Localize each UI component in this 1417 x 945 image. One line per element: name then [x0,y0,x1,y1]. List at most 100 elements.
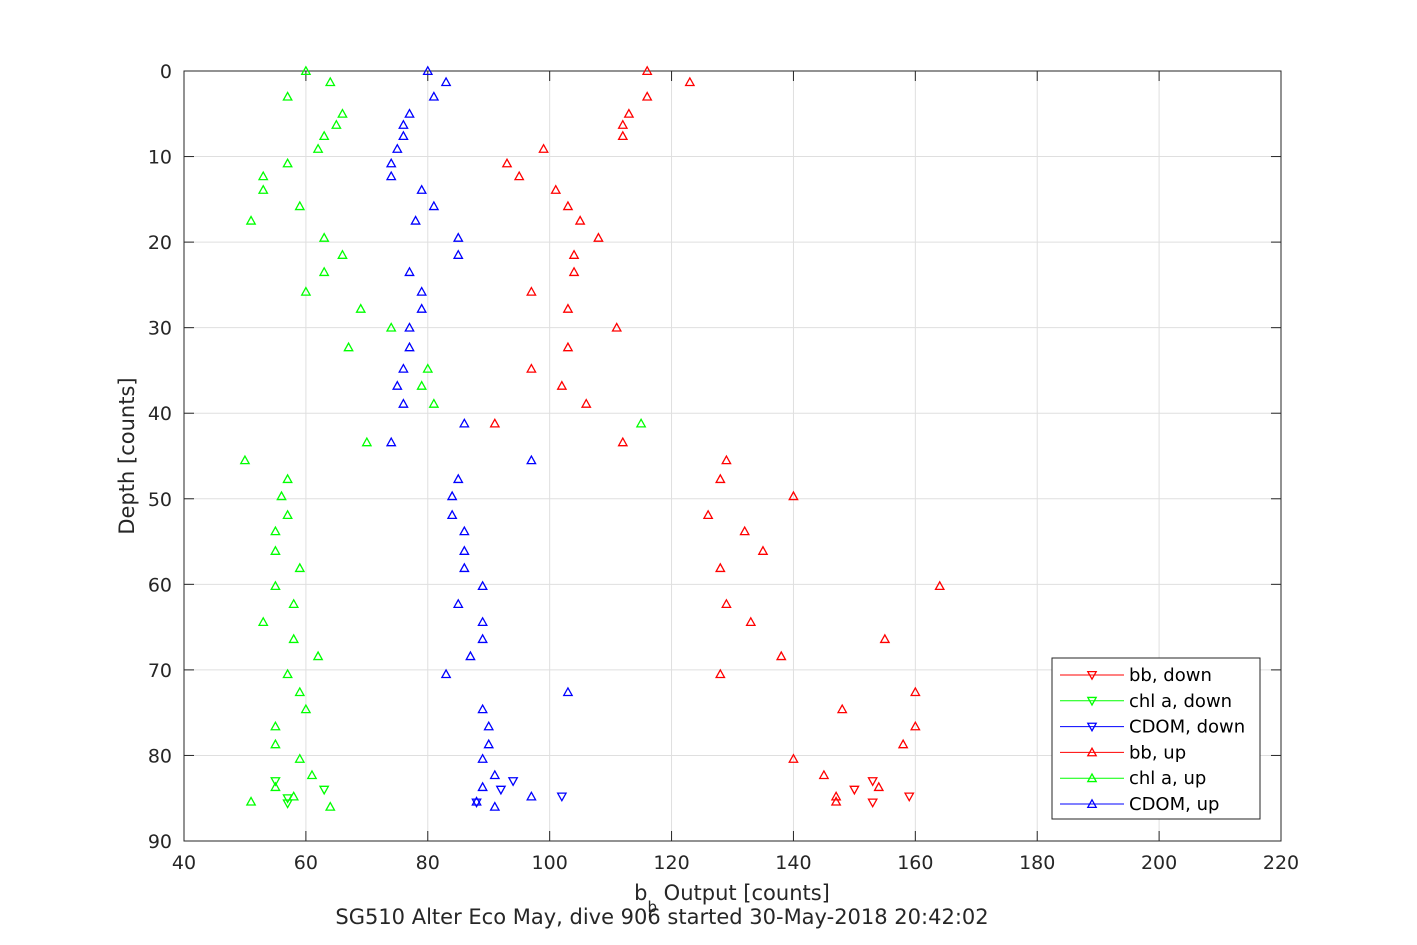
marker-chl-a-up [288,633,300,644]
legend-box [1051,657,1261,820]
x-axis-label-b: b [634,881,647,905]
marker-chl-a-up [270,525,281,536]
x-axis-label: bb Output [counts] [634,881,830,916]
marker-chl-a-up [324,76,336,87]
marker-bb-down [867,798,878,809]
marker-cdom-up [404,322,415,332]
marker-cdom-up [404,266,415,277]
marker-cdom-up [452,473,464,484]
marker-bb-up [830,790,842,801]
marker-cdom-up [452,232,464,242]
marker-bb-up [562,341,574,352]
marker-bb-up [757,545,769,555]
marker-cdom-up [477,580,488,591]
marker-cdom-up [428,91,440,101]
marker-cdom-up [440,76,452,87]
figure-caption: SG510 Alter Eco May, dive 906 started 30… [335,905,988,929]
marker-chl-a-up [343,341,354,352]
marker-bb-up [617,130,629,141]
marker-chl-a-up [300,286,312,296]
marker-chl-a-up [428,398,440,408]
marker-cdom-up [404,108,415,118]
marker-chl-a-up [300,703,312,714]
legend-label-bb-down: bb, down [1129,665,1212,686]
y-axis-label: Depth [counts] [115,377,139,534]
marker-cdom-up [428,200,440,211]
legend-label-cdom-up: CDOM, up [1129,794,1219,815]
marker-bb-down [903,792,915,803]
marker-chl-a-up [257,170,269,181]
marker-bb-up [489,417,501,428]
marker-cdom-up [440,668,452,679]
legend: bb, down chl a, down CDOM, down bb, up chl a… [1051,657,1261,820]
marker-chl-a-up [337,249,348,259]
marker-cdom-up [385,436,397,447]
marker-bb-up [611,322,623,332]
legend-marker-bb-up [1086,746,1098,757]
marker-cdom-up [489,769,501,780]
marker-bb-up [568,266,580,277]
marker-bb-up [593,232,604,242]
marker-chl-a-up [282,473,293,484]
marker-bb-up [788,490,799,501]
marker-bb-up [715,473,726,484]
marker-bb-up [684,76,696,87]
marker-chl-a-up [239,454,251,465]
marker-cdom-up [477,703,488,714]
marker-cdom-down [556,792,568,803]
marker-bb-up [715,562,726,573]
marker-bb-up [715,668,726,679]
marker-chl-a-up [385,322,397,332]
marker-chl-a-up [355,303,367,313]
marker-bb-up [526,286,537,296]
data-markers [239,65,946,811]
marker-cdom-up [459,417,470,428]
marker-chl-a-up [270,738,281,749]
marker-bb-up [623,108,635,118]
marker-cdom-up [392,380,403,390]
marker-cdom-up [477,616,488,626]
marker-cdom-up [404,341,415,352]
marker-cdom-down [495,785,507,796]
marker-bb-up [641,91,653,101]
marker-cdom-up [459,562,470,573]
marker-cdom-up [477,781,488,792]
marker-cdom-up [471,796,482,806]
marker-bb-up [617,119,629,129]
marker-chl-a-up [257,184,269,194]
marker-bb-up [580,398,592,408]
y-tick-label: 80 [148,745,172,767]
marker-cdom-up [398,130,409,141]
marker-cdom-up [385,170,397,181]
legend-marker-bb-down [1086,670,1098,681]
marker-bb-up [818,769,830,780]
y-tick-label: 70 [148,660,172,682]
marker-bb-up [562,303,574,313]
marker-bb-up [641,65,653,76]
y-tick-label: 90 [148,831,172,853]
marker-bb-up [562,200,574,211]
marker-bb-up [788,753,799,763]
marker-chl-a-up [282,509,293,520]
x-tick-label: 200 [1141,852,1177,874]
marker-chl-a-up [270,580,281,591]
marker-bb-up [897,738,909,749]
x-axis-label-rest: Output [counts] [657,881,830,905]
marker-chl-a-down [318,785,330,796]
marker-cdom-up [562,686,574,697]
marker-cdom-down [507,777,519,787]
legend-marker-chl-a-down [1086,696,1098,707]
marker-chl-a-up [318,266,330,277]
marker-cdom-up [398,363,409,373]
x-tick-label: 220 [1263,852,1299,874]
marker-bb-up [830,796,842,806]
marker-chl-a-up [282,157,293,168]
marker-bb-up [934,580,946,591]
legend-marker-cdom-down [1086,722,1098,733]
y-tick-label: 10 [148,147,172,169]
y-tick-label: 30 [148,318,172,340]
marker-chl-a-up [282,91,293,101]
marker-chl-a-up [635,417,647,428]
marker-chl-a-up [361,436,373,447]
marker-chl-a-up [300,65,312,76]
